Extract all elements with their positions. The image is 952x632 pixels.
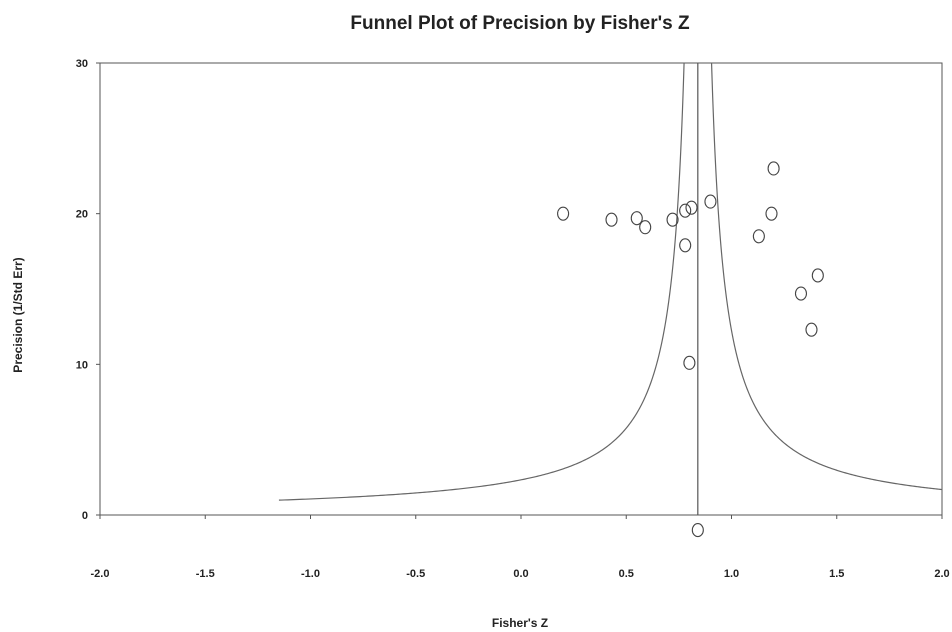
x-axis: -2.0 -1.5 -1.0 -0.5 0.0 0.5 1.0 1.5 2.0	[91, 515, 950, 580]
study-point	[805, 322, 818, 337]
study-point	[639, 220, 652, 235]
x-tick-label: -0.5	[406, 568, 425, 580]
x-tick-label: -1.0	[301, 568, 320, 580]
study-point	[794, 286, 808, 301]
study-point	[679, 238, 692, 253]
x-tick-label: 0.0	[513, 568, 528, 580]
plot-frame	[99, 62, 943, 516]
x-tick-label: -2.0	[91, 568, 110, 580]
study-point	[679, 203, 692, 218]
y-tick-label: 0	[82, 510, 88, 522]
study-point	[605, 212, 618, 227]
x-axis-label: Fisher's Z	[492, 616, 548, 630]
chart-title: Funnel Plot of Precision by Fisher's Z	[350, 13, 690, 34]
study-point	[691, 523, 704, 538]
study-point	[704, 194, 717, 209]
x-tick-label: 1.5	[829, 568, 844, 580]
y-tick-label: 20	[76, 209, 88, 221]
study-point	[811, 268, 824, 283]
study-point	[557, 206, 570, 221]
study-point	[685, 200, 698, 215]
study-point	[630, 211, 643, 226]
study-points	[557, 161, 824, 538]
study-point	[683, 355, 696, 370]
study-point	[767, 161, 780, 176]
y-axis: 0 10 20 30	[76, 58, 100, 522]
funnel-right-line	[710, 62, 943, 491]
x-tick-label: -1.5	[196, 568, 215, 580]
x-tick-label: 1.0	[724, 568, 739, 580]
study-point	[765, 206, 778, 221]
study-point	[666, 212, 679, 227]
x-tick-label: 2.0	[934, 568, 949, 580]
funnel-left-line	[278, 63, 685, 501]
y-tick-label: 30	[76, 58, 88, 70]
y-axis-label: Precision (1/Std Err)	[11, 257, 25, 372]
x-tick-label: 0.5	[619, 568, 634, 580]
y-tick-label: 10	[76, 359, 88, 371]
study-point	[752, 229, 765, 244]
